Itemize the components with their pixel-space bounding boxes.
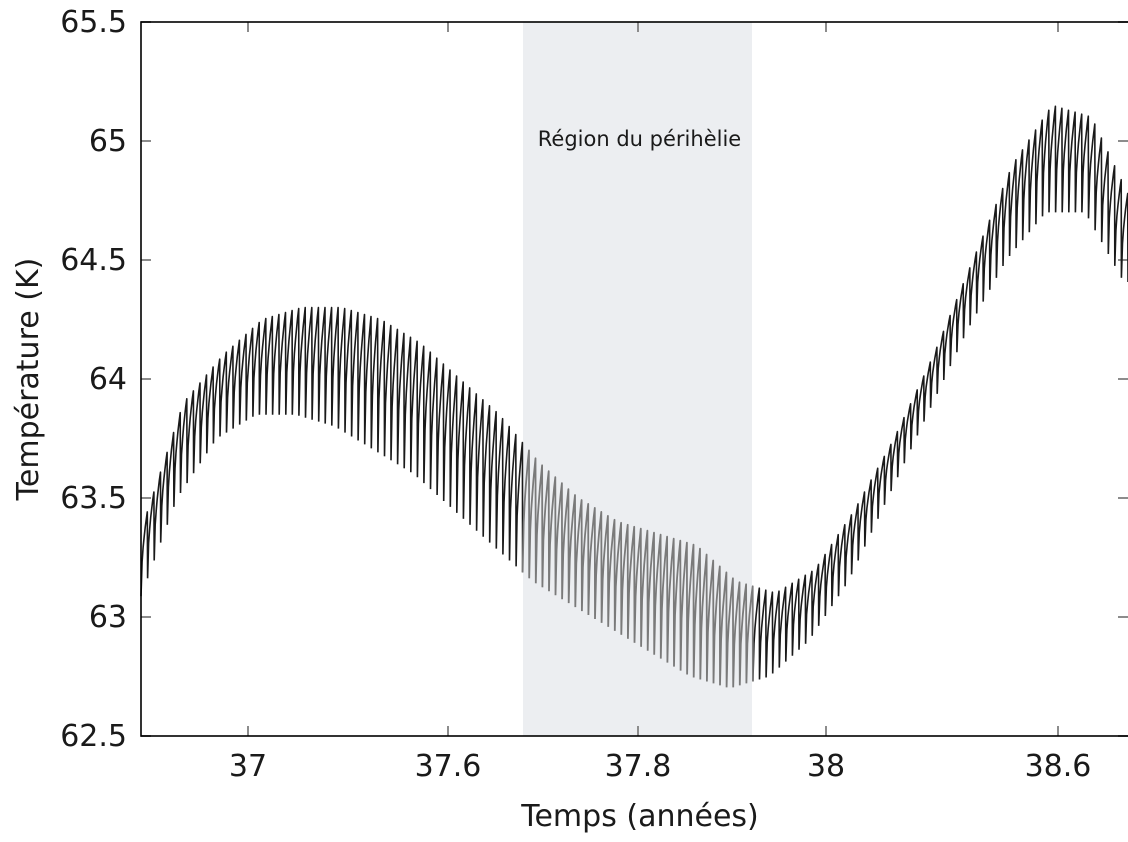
y-tick-label: 64 <box>89 362 127 397</box>
temperature-series-line <box>140 105 1128 682</box>
y-tick-label: 64.5 <box>60 243 127 278</box>
x-tick-labels: 37 37.6 37.8 38 38.6 <box>229 749 1091 784</box>
temperature-series-line-perihelion <box>521 449 754 688</box>
x-tick-label: 37.6 <box>415 749 482 784</box>
y-tick-label: 63.5 <box>60 481 127 516</box>
plot-frame <box>140 21 1128 737</box>
x-axis-title: Temps (années) <box>520 799 758 834</box>
y-tick-label: 62.5 <box>60 719 127 754</box>
x-tick-label: 37.8 <box>605 749 672 784</box>
x-tick-label: 38.6 <box>1025 749 1092 784</box>
y-tick-labels: 62.5 63 63.5 64 64.5 65 65.5 <box>60 5 127 754</box>
x-tick-label: 38 <box>807 749 845 784</box>
y-axis-title: Température (K) <box>11 258 46 502</box>
x-tick-label: 37 <box>229 749 267 784</box>
y-tick-label: 63 <box>89 600 127 635</box>
perihelion-region-label: Région du périhèlie <box>538 127 741 151</box>
y-tick-label: 65 <box>89 124 127 159</box>
y-tick-label: 65.5 <box>60 5 127 40</box>
